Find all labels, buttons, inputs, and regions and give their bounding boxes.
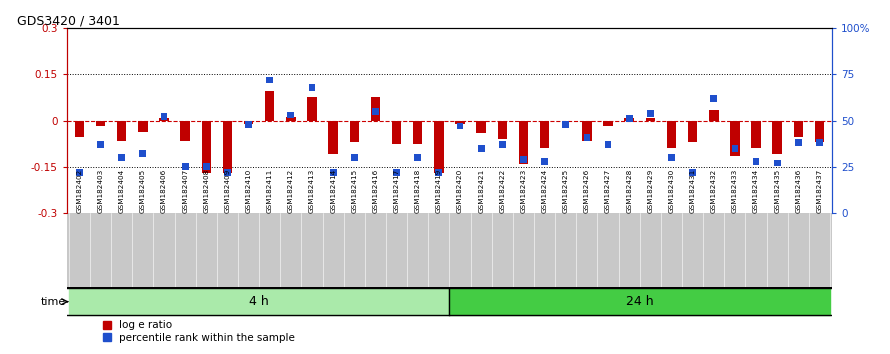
Bar bbox=[118, 154, 125, 161]
Bar bbox=[625, 118, 634, 121]
Bar bbox=[415, 154, 421, 161]
Bar bbox=[668, 154, 675, 161]
Text: 4 h: 4 h bbox=[249, 295, 269, 308]
Bar bbox=[224, 169, 231, 176]
Bar bbox=[350, 121, 359, 142]
Bar bbox=[710, 95, 717, 102]
Bar bbox=[392, 121, 401, 144]
Bar bbox=[140, 150, 146, 157]
Bar bbox=[645, 118, 655, 121]
Bar bbox=[794, 121, 803, 137]
Bar bbox=[371, 97, 380, 121]
Bar bbox=[97, 141, 104, 148]
Bar bbox=[330, 169, 336, 176]
Bar bbox=[160, 114, 167, 120]
Bar bbox=[372, 108, 379, 115]
Bar bbox=[328, 121, 338, 154]
Bar bbox=[751, 121, 761, 148]
Bar bbox=[435, 169, 442, 176]
Bar bbox=[816, 139, 823, 146]
Bar bbox=[795, 139, 802, 146]
Bar bbox=[138, 121, 148, 132]
Bar bbox=[201, 121, 211, 173]
Bar bbox=[434, 121, 443, 173]
Bar bbox=[478, 145, 484, 152]
Bar bbox=[159, 118, 169, 121]
Bar bbox=[732, 145, 739, 152]
Legend: log e ratio, percentile rank within the sample: log e ratio, percentile rank within the … bbox=[102, 320, 295, 343]
Bar bbox=[540, 121, 549, 148]
Bar bbox=[244, 121, 254, 124]
Bar bbox=[499, 141, 506, 148]
Bar bbox=[541, 158, 548, 165]
Bar bbox=[498, 121, 507, 139]
Bar bbox=[265, 91, 274, 121]
Bar bbox=[75, 121, 85, 137]
Bar bbox=[182, 163, 189, 170]
Bar bbox=[709, 110, 718, 121]
Bar bbox=[476, 121, 486, 133]
Bar bbox=[287, 112, 295, 118]
Bar bbox=[222, 121, 232, 173]
Bar bbox=[689, 169, 696, 176]
Bar bbox=[584, 134, 590, 141]
Text: 24 h: 24 h bbox=[626, 295, 653, 308]
Bar bbox=[519, 121, 528, 164]
Bar bbox=[307, 97, 317, 121]
Bar bbox=[773, 121, 782, 154]
Bar bbox=[286, 118, 295, 121]
Text: time: time bbox=[41, 297, 67, 307]
Bar bbox=[688, 121, 698, 142]
Bar bbox=[246, 121, 252, 127]
Bar bbox=[393, 169, 400, 176]
Bar bbox=[582, 121, 592, 141]
Bar bbox=[814, 121, 824, 142]
Bar bbox=[603, 121, 613, 126]
Bar bbox=[773, 160, 781, 166]
Bar bbox=[667, 121, 676, 148]
Bar bbox=[456, 121, 465, 124]
Text: GDS3420 / 3401: GDS3420 / 3401 bbox=[17, 15, 120, 28]
Bar bbox=[604, 141, 611, 148]
Bar bbox=[96, 121, 105, 126]
Bar bbox=[626, 115, 633, 122]
Bar bbox=[647, 110, 653, 116]
Bar bbox=[730, 121, 740, 156]
Bar bbox=[309, 84, 315, 91]
Bar bbox=[351, 154, 358, 161]
Bar bbox=[520, 156, 527, 163]
Bar bbox=[266, 76, 273, 83]
Bar bbox=[457, 123, 464, 130]
Bar bbox=[203, 163, 210, 170]
Bar bbox=[117, 121, 126, 141]
Bar bbox=[181, 121, 190, 142]
Bar bbox=[753, 158, 759, 165]
Bar bbox=[562, 121, 569, 127]
Bar bbox=[76, 169, 83, 176]
Bar bbox=[413, 121, 423, 144]
